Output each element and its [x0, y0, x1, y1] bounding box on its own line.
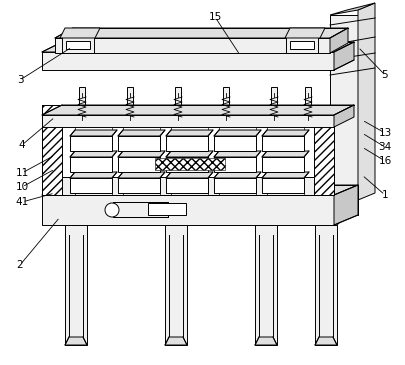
Bar: [42, 105, 62, 195]
Bar: [166, 178, 208, 193]
Bar: [286, 37, 318, 53]
Bar: [42, 105, 334, 195]
Polygon shape: [60, 28, 100, 38]
Bar: [255, 225, 277, 345]
Bar: [175, 87, 181, 125]
Polygon shape: [42, 105, 354, 115]
Text: 1: 1: [382, 190, 388, 200]
Text: 34: 34: [378, 142, 392, 152]
Polygon shape: [358, 3, 375, 200]
Bar: [223, 87, 229, 125]
Bar: [166, 136, 208, 151]
Bar: [214, 178, 256, 193]
Bar: [271, 87, 277, 125]
Bar: [65, 225, 87, 345]
Polygon shape: [118, 130, 165, 136]
Text: 11: 11: [15, 168, 29, 178]
Bar: [305, 87, 311, 125]
Polygon shape: [70, 130, 117, 136]
Bar: [62, 37, 94, 53]
Polygon shape: [165, 217, 195, 225]
Text: 15: 15: [209, 12, 222, 22]
Polygon shape: [255, 337, 277, 345]
Bar: [330, 15, 358, 210]
Bar: [166, 157, 208, 172]
Bar: [214, 157, 256, 172]
Polygon shape: [334, 105, 354, 127]
Bar: [262, 178, 304, 193]
Polygon shape: [334, 42, 354, 70]
Bar: [118, 136, 160, 151]
Bar: [290, 41, 314, 49]
Polygon shape: [70, 151, 117, 157]
Bar: [79, 87, 85, 125]
Bar: [127, 87, 133, 125]
Bar: [42, 195, 334, 225]
Bar: [70, 157, 112, 172]
Polygon shape: [166, 151, 213, 157]
Bar: [262, 136, 304, 151]
Polygon shape: [285, 28, 325, 38]
Polygon shape: [262, 151, 309, 157]
Polygon shape: [118, 172, 165, 178]
Polygon shape: [65, 217, 95, 225]
Polygon shape: [255, 217, 285, 225]
Polygon shape: [166, 130, 213, 136]
Polygon shape: [262, 172, 309, 178]
Polygon shape: [42, 42, 354, 52]
Text: 5: 5: [382, 70, 388, 80]
Polygon shape: [334, 185, 358, 225]
Polygon shape: [315, 217, 345, 225]
Polygon shape: [55, 28, 348, 38]
Text: 2: 2: [17, 260, 23, 270]
Polygon shape: [214, 130, 261, 136]
Polygon shape: [214, 172, 261, 178]
Bar: [118, 178, 160, 193]
Bar: [55, 38, 330, 53]
Bar: [42, 52, 334, 70]
Polygon shape: [165, 337, 187, 345]
Text: 16: 16: [378, 156, 392, 166]
Polygon shape: [262, 130, 309, 136]
Polygon shape: [214, 151, 261, 157]
Bar: [118, 157, 160, 172]
Polygon shape: [330, 3, 375, 15]
Bar: [113, 202, 168, 217]
Polygon shape: [315, 337, 337, 345]
Polygon shape: [65, 337, 87, 345]
Polygon shape: [166, 172, 213, 178]
Bar: [148, 203, 186, 215]
Bar: [262, 157, 304, 172]
Bar: [165, 225, 187, 345]
Text: 4: 4: [19, 140, 25, 150]
Text: 13: 13: [378, 128, 392, 138]
Bar: [66, 41, 90, 49]
Polygon shape: [118, 151, 165, 157]
Bar: [62, 177, 314, 195]
Ellipse shape: [105, 203, 119, 217]
Polygon shape: [42, 185, 358, 195]
Text: 3: 3: [17, 75, 23, 85]
Text: 41: 41: [15, 197, 29, 207]
Bar: [42, 115, 334, 127]
Bar: [315, 225, 337, 345]
Text: 10: 10: [15, 182, 29, 192]
Polygon shape: [70, 172, 117, 178]
Bar: [70, 178, 112, 193]
Polygon shape: [330, 28, 348, 53]
Bar: [214, 136, 256, 151]
Bar: [70, 136, 112, 151]
Bar: [314, 105, 334, 195]
Bar: [155, 158, 225, 170]
